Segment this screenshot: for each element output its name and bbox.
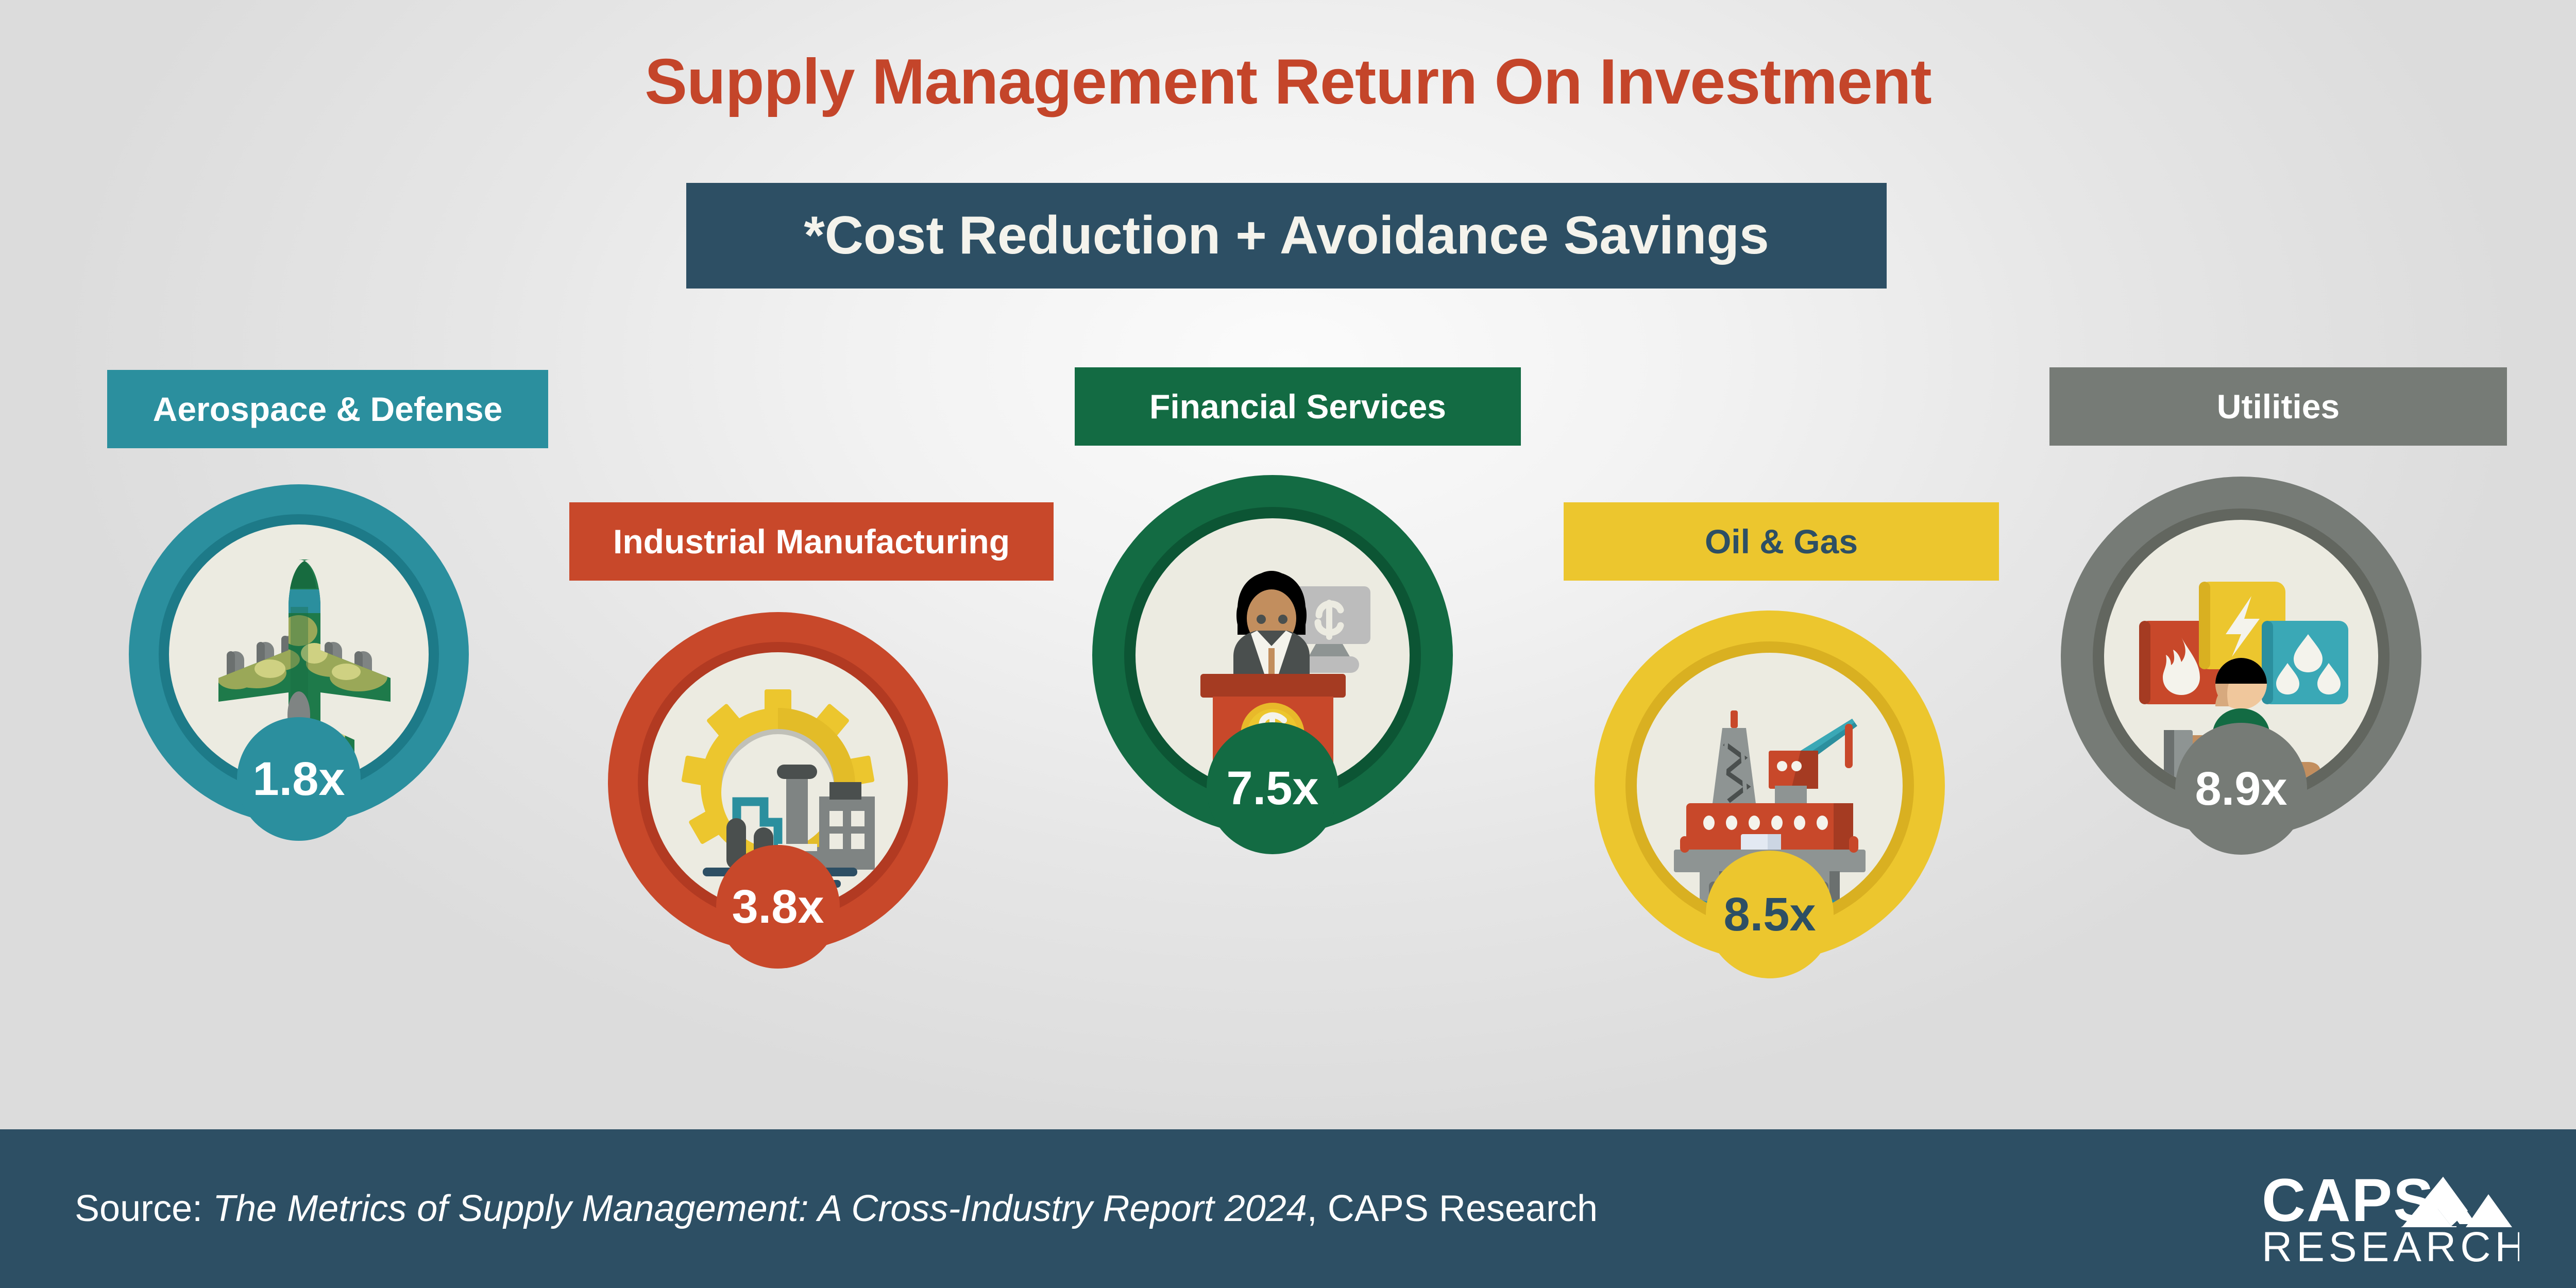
badge-aerospace-defense[interactable]: 1.8x: [129, 484, 469, 841]
badge-value: 8.9x: [2195, 762, 2287, 815]
utilities-hand-icon: [2139, 582, 2348, 787]
label-text: Utilities: [2216, 387, 2340, 426]
label-bar-financial-services: Financial Services: [1075, 367, 1521, 446]
label-text: Oil & Gas: [1704, 522, 1858, 561]
label-text: Industrial Manufacturing: [613, 522, 1010, 561]
badge-value: 3.8x: [732, 880, 824, 933]
badge-value: 7.5x: [1226, 761, 1319, 815]
badge-value: 1.8x: [252, 752, 345, 805]
source-citation: Source: The Metrics of Supply Management…: [75, 1188, 1598, 1230]
caps-research-logo: CAPS RESEARCH: [2262, 1166, 2519, 1264]
badge-value-circle: 8.9x: [2175, 723, 2307, 855]
source-prefix: Source:: [75, 1188, 213, 1229]
logo-primary-text: CAPS: [2262, 1166, 2435, 1234]
subtitle-banner: *Cost Reduction + Avoidance Savings: [686, 183, 1887, 289]
label-bar-aerospace-defense: Aerospace & Defense: [107, 370, 548, 448]
badge-industrial-manufacturing[interactable]: 3.8x: [608, 612, 948, 969]
badge-value-circle: 3.8x: [716, 845, 840, 969]
source-suffix: , CAPS Research: [1307, 1188, 1598, 1229]
logo-secondary-text: RESEARCH: [2262, 1224, 2519, 1264]
badge-financial-services[interactable]: 7.5x: [1092, 475, 1453, 854]
badge-value: 8.5x: [1723, 888, 1816, 941]
badge-value-circle: 7.5x: [1207, 722, 1338, 854]
label-bar-oil-gas: Oil & Gas: [1564, 502, 1999, 581]
label-text: Financial Services: [1149, 387, 1446, 426]
badge-value-circle: 8.5x: [1706, 851, 1834, 978]
label-bar-industrial-manufacturing: Industrial Manufacturing: [569, 502, 1054, 581]
page-title: Supply Management Return On Investment: [645, 46, 1931, 117]
source-report-title: The Metrics of Supply Management: A Cros…: [213, 1188, 1307, 1229]
subtitle-text: *Cost Reduction + Avoidance Savings: [804, 206, 1769, 265]
badge-value-circle: 1.8x: [237, 717, 361, 841]
badge-oil-gas[interactable]: 8.5x: [1595, 611, 1945, 978]
mountain-peaks-icon: [2401, 1177, 2512, 1227]
label-text: Aerospace & Defense: [152, 390, 503, 428]
footer-bar: [0, 1129, 2576, 1288]
badge-utilities[interactable]: 8.9x: [2061, 477, 2421, 855]
label-bar-utilities: Utilities: [2049, 367, 2507, 446]
